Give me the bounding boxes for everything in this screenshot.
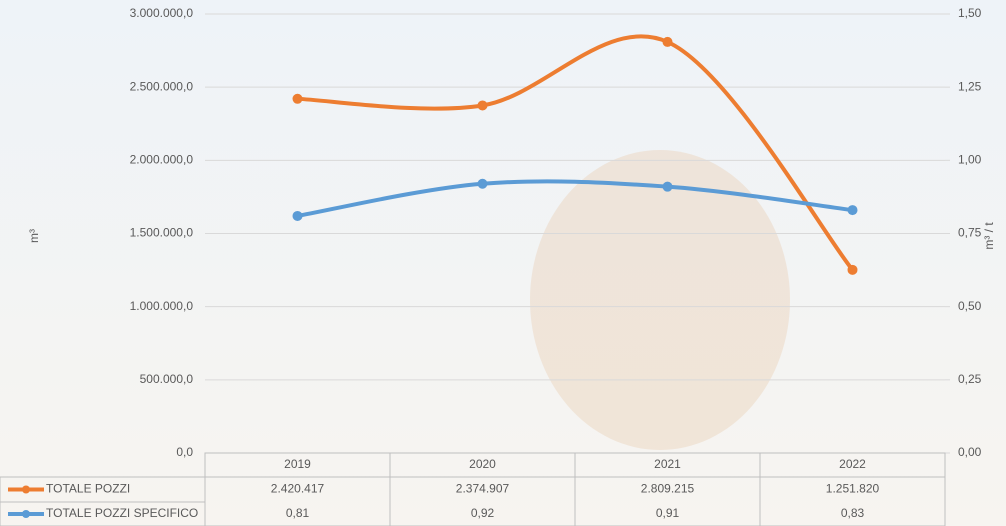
y2-tick-label: 0,50 bbox=[958, 299, 982, 313]
y-tick-label: 0,0 bbox=[176, 445, 193, 459]
table-value: 1.251.820 bbox=[826, 482, 880, 496]
data-point bbox=[847, 264, 858, 275]
y-tick-label: 1.500.000,0 bbox=[130, 226, 194, 240]
y2-tick-label: 1,00 bbox=[958, 153, 982, 167]
data-point bbox=[662, 181, 673, 192]
y2-tick-label: 0,75 bbox=[958, 226, 982, 240]
legend-label: TOTALE POZZI SPECIFICO bbox=[46, 506, 198, 520]
table-value: 2.420.417 bbox=[271, 482, 325, 496]
data-point bbox=[662, 36, 673, 47]
table-cell bbox=[0, 501, 206, 526]
data-point bbox=[477, 100, 488, 111]
table-value: 2.374.907 bbox=[456, 482, 510, 496]
x-tick-label: 2020 bbox=[469, 457, 496, 471]
x-tick-label: 2021 bbox=[654, 457, 681, 471]
x-tick-label: 2019 bbox=[284, 457, 311, 471]
background-image bbox=[530, 150, 790, 450]
table-cell bbox=[759, 452, 946, 526]
data-point bbox=[292, 93, 303, 104]
y-tick-label: 500.000,0 bbox=[140, 372, 194, 386]
x-tick-label: 2022 bbox=[839, 457, 866, 471]
series-line bbox=[297, 34, 855, 272]
y2-tick-label: 1,50 bbox=[958, 6, 982, 20]
y-tick-label: 2.500.000,0 bbox=[130, 79, 194, 93]
data-point bbox=[477, 178, 488, 189]
y2-tick-label: 0,00 bbox=[958, 445, 982, 459]
legend-marker bbox=[22, 485, 30, 494]
legend-label: TOTALE POZZI bbox=[46, 482, 130, 496]
y2-tick-label: 0,25 bbox=[958, 372, 982, 386]
table-value: 0,83 bbox=[841, 506, 865, 520]
legend-marker bbox=[22, 510, 30, 518]
data-point bbox=[292, 210, 303, 221]
data-point bbox=[847, 205, 858, 216]
table-value: 0,92 bbox=[471, 506, 495, 520]
y2-axis-label: m³ / t bbox=[982, 222, 996, 250]
table-value: 2.809.215 bbox=[641, 482, 695, 496]
y2-tick-label: 1,25 bbox=[958, 79, 982, 93]
table-value: 0,81 bbox=[286, 506, 310, 520]
series-line bbox=[297, 179, 853, 218]
y-tick-label: 3.000.000,0 bbox=[130, 6, 194, 20]
table-value: 0,91 bbox=[656, 506, 680, 520]
y-axis-label: m³ bbox=[27, 229, 41, 243]
y-tick-label: 2.000.000,0 bbox=[130, 153, 194, 167]
y-tick-label: 1.000.000,0 bbox=[130, 299, 194, 313]
